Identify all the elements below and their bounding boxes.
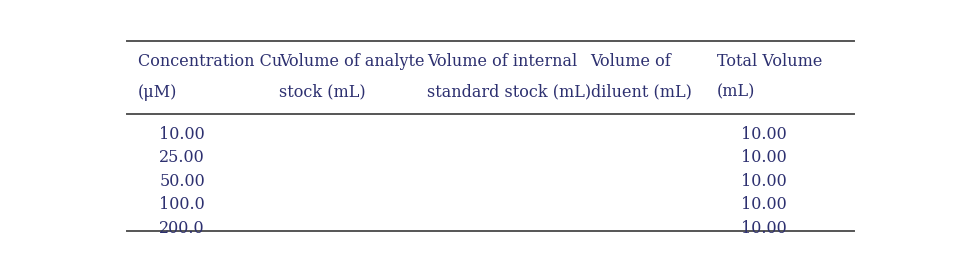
Text: (μM): (μM) — [138, 84, 178, 101]
Text: diluent (mL): diluent (mL) — [590, 84, 692, 101]
Text: 10.00: 10.00 — [742, 197, 788, 214]
Text: Volume of: Volume of — [590, 53, 672, 70]
Text: 10.00: 10.00 — [742, 220, 788, 237]
Text: 100.0: 100.0 — [159, 197, 205, 214]
Text: Volume of analyte: Volume of analyte — [279, 53, 425, 70]
Text: Total Volume: Total Volume — [717, 53, 822, 70]
Text: Volume of internal: Volume of internal — [428, 53, 578, 70]
Text: 25.00: 25.00 — [159, 149, 205, 167]
Text: (mL): (mL) — [717, 84, 755, 101]
Text: 10.00: 10.00 — [742, 173, 788, 190]
Text: 10.00: 10.00 — [159, 126, 205, 143]
Text: 10.00: 10.00 — [742, 126, 788, 143]
Text: stock (mL): stock (mL) — [279, 84, 366, 101]
Text: 200.0: 200.0 — [159, 220, 205, 237]
Text: 10.00: 10.00 — [742, 149, 788, 167]
Text: 50.00: 50.00 — [159, 173, 205, 190]
Text: standard stock (mL): standard stock (mL) — [428, 84, 591, 101]
Text: Concentration Cu: Concentration Cu — [138, 53, 282, 70]
